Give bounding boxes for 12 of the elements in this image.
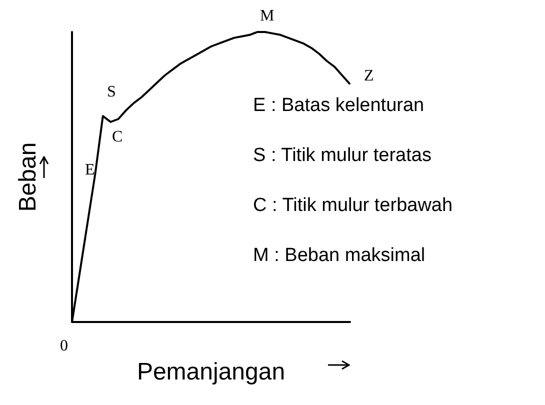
annotation: C [112, 128, 123, 146]
text: M [260, 8, 274, 24]
annotation: S : Titik mulur teratas [253, 145, 432, 166]
annotation: S [107, 84, 116, 100]
text: Z [364, 68, 374, 84]
annotation: E : Batas kelenturan [253, 95, 424, 116]
annotation: E [85, 162, 95, 178]
y-axis-title: Beban [14, 142, 42, 212]
x-axis-title: Pemanjangan [136, 358, 286, 386]
annotation: C : Titik mulur terbawah [253, 195, 453, 216]
text: 0 [60, 338, 68, 354]
annotation: M : Beban maksimal [253, 245, 426, 266]
